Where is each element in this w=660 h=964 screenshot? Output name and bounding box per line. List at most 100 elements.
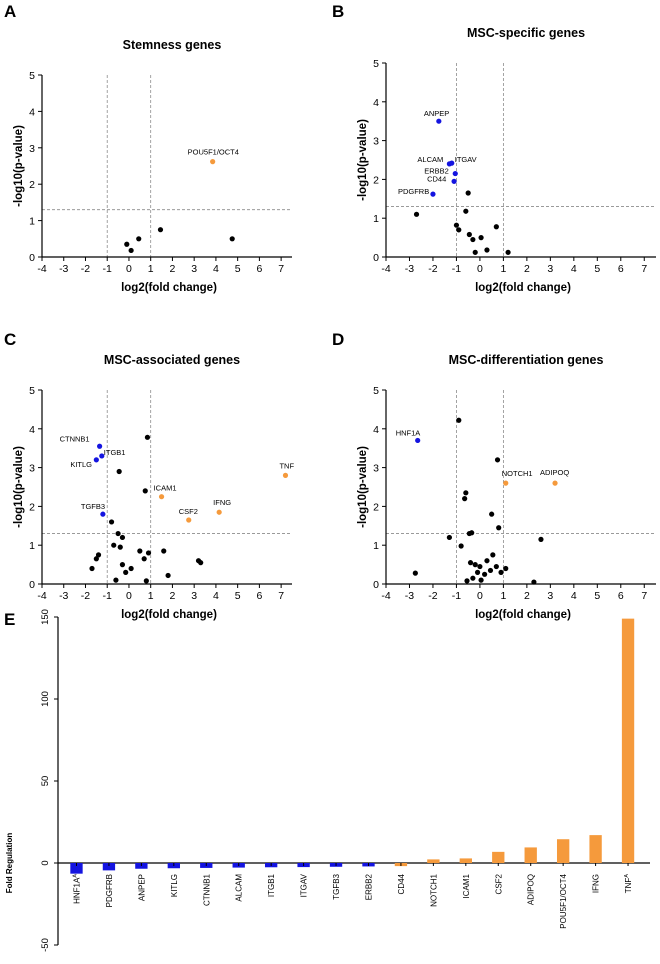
category-name: CSF2: [494, 873, 503, 894]
category-name: ERBB2: [364, 873, 373, 900]
point-label: CSF2: [179, 507, 198, 516]
x-tick-label: CSF2: [494, 873, 503, 894]
data-point: [505, 249, 511, 255]
x-tick-label: CTNNB1: [202, 873, 211, 906]
data-point: [95, 552, 102, 558]
data-point: [141, 556, 147, 562]
y-axis-label: -log10(p-value): [357, 446, 369, 528]
x-tick-label: -2: [81, 590, 90, 602]
data-point: [119, 562, 126, 568]
category-name: ADIPOQ: [527, 874, 536, 905]
data-point: [482, 571, 488, 577]
bar: [459, 858, 472, 863]
data-point: [490, 552, 496, 558]
x-tick-label: 5: [594, 263, 600, 275]
data-point: [470, 236, 476, 243]
data-point: [474, 569, 481, 575]
x-tick-label: 2: [170, 263, 176, 275]
data-point: [100, 511, 106, 517]
data-point: [145, 550, 152, 556]
category-name: TGFB3: [332, 873, 341, 899]
point-label: KITLG: [70, 460, 92, 469]
x-tick-label: -4: [37, 263, 46, 275]
category-name: ANPEP: [137, 874, 146, 901]
x-tick-label: 1: [148, 263, 154, 275]
data-point: [282, 472, 289, 478]
data-point: [472, 562, 478, 568]
x-tick-label: 3: [191, 263, 197, 275]
x-tick-label: 6: [618, 590, 624, 602]
data-point: [116, 468, 122, 475]
data-point: [496, 525, 502, 531]
data-point: [165, 572, 171, 579]
x-tick-label: ITGB1: [267, 873, 276, 897]
x-tick-label: 3: [191, 590, 197, 602]
x-tick-label: -2: [81, 263, 90, 275]
x-tick-label: TGFB3: [332, 873, 341, 899]
category-name: KITLG: [170, 874, 179, 897]
data-point: [115, 530, 121, 537]
category-name: CTNNB1: [202, 873, 211, 906]
point-label: ANPEP: [424, 109, 449, 118]
data-point: [498, 569, 504, 575]
data-point: [186, 517, 192, 523]
y-tick-label: 4: [373, 97, 379, 109]
data-point: [452, 170, 458, 177]
data-point: [128, 565, 134, 572]
data-point: [489, 511, 495, 517]
y-tick-label: 1: [373, 540, 379, 552]
x-tick-label: ITGAV: [300, 873, 309, 897]
x-tick-label: PDGFRB: [105, 874, 114, 907]
data-point: [97, 443, 103, 449]
category-name: PDGFRB: [105, 874, 114, 907]
bar: [427, 859, 440, 863]
data-point: [99, 453, 105, 459]
x-tick-label: 1: [500, 590, 506, 602]
y-tick-label: 1: [29, 216, 35, 228]
x-tick-label: CD44: [397, 873, 406, 894]
data-point: [415, 437, 421, 444]
bar: [589, 835, 602, 863]
category-name: ICAM1: [462, 873, 471, 898]
panel-letter-c: C: [4, 330, 17, 349]
x-tick-label: 7: [278, 590, 284, 602]
bar: [492, 851, 505, 863]
data-point: [143, 578, 149, 584]
data-point: [465, 190, 471, 196]
data-point: [467, 560, 474, 566]
y-tick-label: 2: [29, 179, 35, 191]
x-tick-label: 2: [170, 590, 176, 602]
x-tick-label: 5: [594, 590, 600, 602]
y-tick-label: 0: [29, 252, 35, 264]
point-label: TGFB3: [81, 502, 105, 511]
scatter-panel-b: MSC-specific genes -4 -3 -2 -1 0 1 2 3 4 5 6 7 0 1 2 3 4 5…: [357, 26, 656, 294]
y-tick-label: 1: [373, 213, 379, 225]
data-point: [478, 577, 484, 583]
y-tick-label: 4: [373, 424, 379, 436]
point-label: NOTCH1: [502, 469, 533, 478]
x-tick-label: 6: [618, 263, 624, 275]
x-tick-label: -3: [405, 263, 414, 275]
y-tick-label: 5: [373, 58, 379, 70]
category-superscript: A: [624, 874, 630, 878]
data-point: [494, 457, 501, 463]
data-point: [503, 565, 509, 572]
bar: [102, 863, 116, 871]
x-tick-label: -3: [59, 590, 68, 602]
data-point: [456, 417, 462, 423]
point-label: TNF: [279, 461, 294, 470]
y-tick-label: 5: [29, 385, 35, 397]
x-tick-label: -4: [381, 590, 390, 602]
bar: [524, 847, 537, 863]
data-point: [123, 569, 129, 575]
y-axis-label: -log10(p-value): [13, 125, 25, 207]
data-point: [493, 224, 499, 230]
x-tick-label: 5: [235, 590, 241, 602]
data-point: [158, 494, 165, 500]
data-point: [89, 565, 95, 572]
x-tick-label: 0: [477, 590, 483, 602]
category-name: IFNG: [592, 874, 601, 893]
x-tick-label: 6: [256, 590, 262, 602]
x-tick-label: 5: [235, 263, 241, 275]
x-tick-label: 0: [126, 263, 132, 275]
